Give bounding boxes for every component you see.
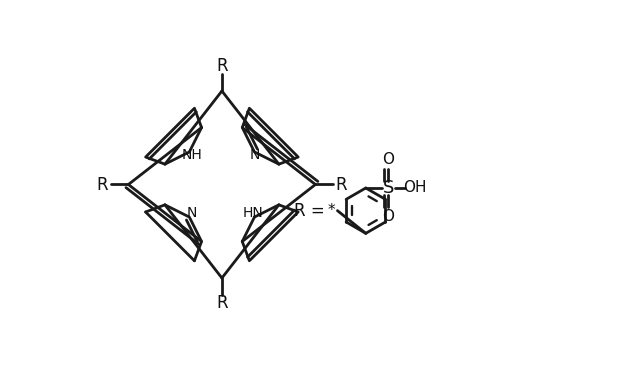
Text: OH: OH <box>403 180 426 196</box>
Text: R: R <box>216 294 228 312</box>
Text: R: R <box>97 176 108 193</box>
Text: O: O <box>383 152 394 167</box>
Text: S: S <box>383 179 394 197</box>
Text: N: N <box>249 148 260 162</box>
Text: NH: NH <box>181 148 202 162</box>
Text: O: O <box>383 209 394 224</box>
Text: R: R <box>216 57 228 75</box>
Text: R: R <box>336 176 348 193</box>
Text: R =: R = <box>294 202 324 220</box>
Text: N: N <box>186 206 196 220</box>
Text: HN: HN <box>243 206 264 220</box>
Text: *: * <box>328 203 335 218</box>
